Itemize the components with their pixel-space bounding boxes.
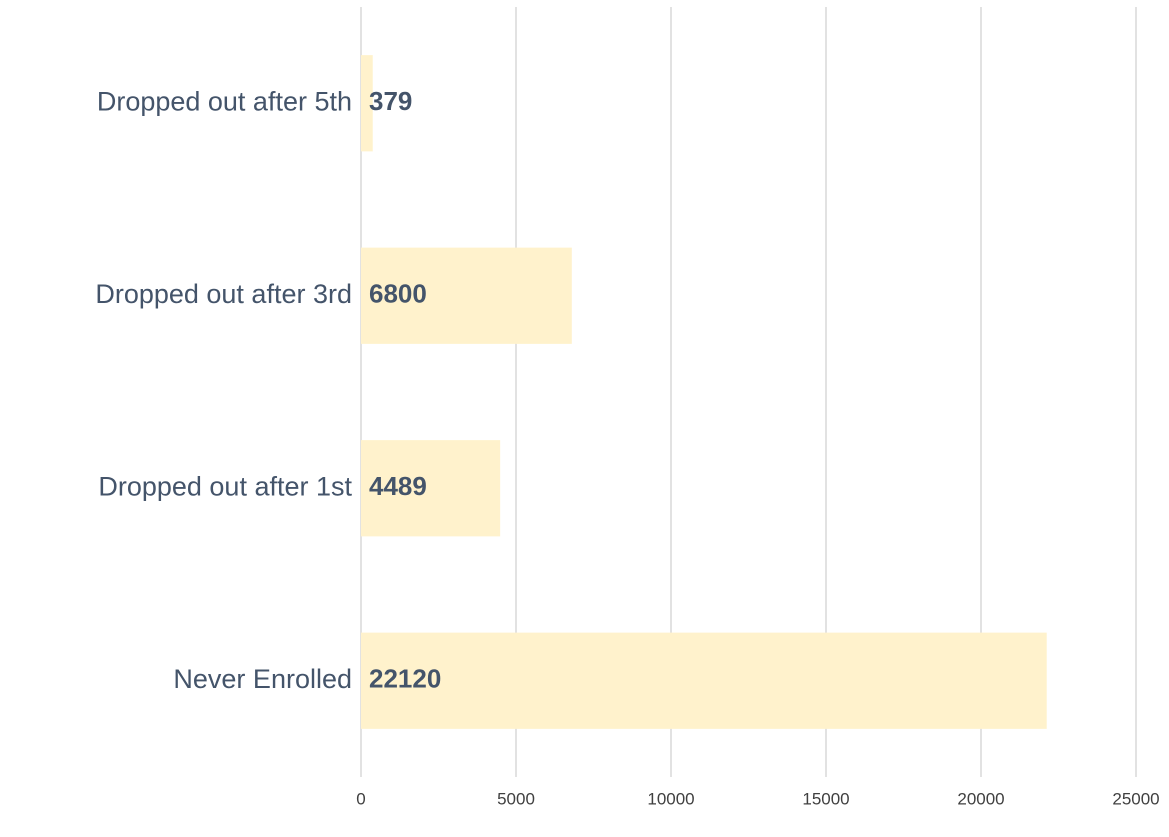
y-tick-label: Never Enrolled	[173, 664, 352, 694]
x-tick-label: 10000	[647, 789, 694, 808]
bar	[361, 632, 1047, 729]
y-tick-label: Dropped out after 1st	[98, 471, 352, 501]
x-tick-label: 0	[356, 789, 365, 808]
y-tick-label: Dropped out after 3rd	[95, 279, 352, 309]
bar	[361, 247, 572, 344]
y-tick-label: Dropped out after 5th	[97, 86, 352, 116]
data-label: 4489	[369, 471, 427, 501]
x-tick-label: 5000	[497, 789, 535, 808]
data-label: 22120	[369, 664, 441, 694]
x-tick-label: 25000	[1112, 789, 1159, 808]
x-tick-label: 20000	[957, 789, 1004, 808]
bar	[361, 55, 373, 152]
data-label: 6800	[369, 279, 427, 309]
data-label: 379	[369, 86, 412, 116]
x-tick-label: 15000	[802, 789, 849, 808]
bar	[361, 440, 501, 537]
